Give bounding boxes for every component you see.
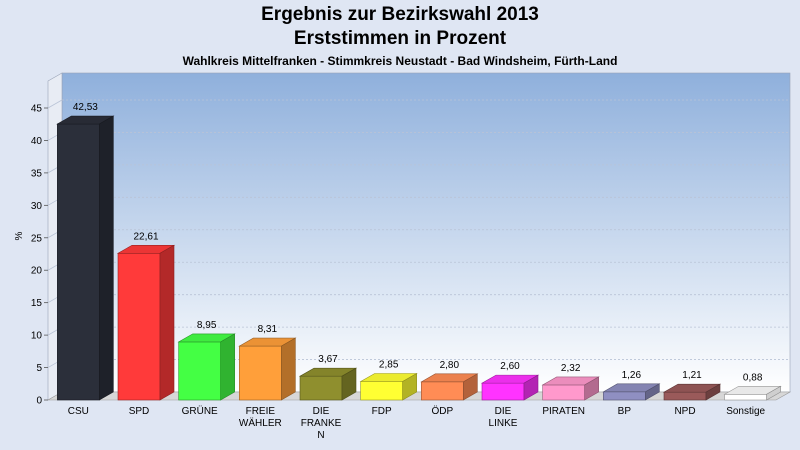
bar-side: [281, 337, 296, 401]
bar-front: [603, 391, 646, 401]
bar: [298, 367, 358, 401]
y-tick-label: 10: [31, 331, 43, 342]
y-tick-label: 5: [36, 363, 42, 374]
y-tick-label: 30: [31, 201, 43, 212]
x-tick-label: NPD: [674, 406, 695, 417]
bar: [723, 385, 782, 401]
bar-front: [178, 341, 221, 401]
x-tick-label: BP: [618, 406, 632, 417]
y-tick-label: 15: [31, 298, 43, 309]
bar-side: [463, 373, 478, 401]
x-tick-label: PIRATEN: [542, 406, 585, 417]
x-tick-label: FREIE: [246, 406, 276, 417]
bar-front: [360, 381, 403, 401]
bar-front: [724, 393, 767, 401]
x-tick-label: FDP: [372, 406, 392, 417]
bar-side: [523, 374, 539, 401]
chart-subtitle: Wahlkreis Mittelfranken - Stimmkreis Neu…: [182, 54, 618, 68]
data-label: 2,32: [561, 363, 581, 374]
x-tick-label: N: [317, 430, 324, 441]
bar: [480, 374, 540, 401]
bar-side: [402, 372, 417, 401]
data-label: 8,95: [197, 320, 217, 331]
bar: [420, 373, 479, 401]
chart-title: Ergebnis zur Bezirkswahl 2013: [261, 4, 539, 25]
bar-front: [421, 381, 464, 401]
bar: [56, 115, 115, 401]
bar: [177, 333, 236, 401]
bar: [359, 372, 418, 401]
bar-side: [99, 115, 114, 401]
bar-side: [341, 367, 357, 401]
y-axis-label: %: [14, 231, 25, 240]
bar-front: [299, 375, 343, 401]
bar-side: [159, 244, 175, 401]
bar: [541, 376, 600, 401]
y-tick-label: 0: [36, 396, 42, 407]
chart-title-line2: Erststimmen in Prozent: [293, 28, 507, 49]
x-tick-label: DIE: [313, 406, 330, 417]
data-label: 1,21: [682, 370, 702, 381]
x-tick-label: ÖDP: [431, 405, 453, 417]
x-tick-label: DIE: [495, 406, 512, 417]
bar-side: [220, 333, 235, 401]
bar-side: [705, 383, 721, 401]
data-label: 8,31: [258, 324, 278, 335]
y-tick-label: 25: [31, 233, 43, 244]
x-tick-label: CSU: [68, 406, 89, 417]
data-label: 2,60: [500, 361, 520, 372]
data-label: 42,53: [73, 102, 98, 113]
x-tick-label: LINKE: [489, 418, 518, 429]
bar-front: [542, 384, 585, 401]
bar: [116, 244, 176, 401]
bar: [602, 383, 661, 401]
y-tick-label: 20: [31, 266, 43, 277]
data-label: 2,85: [379, 360, 399, 371]
bar-front: [663, 391, 707, 401]
data-label: 1,26: [622, 370, 642, 381]
bar-front: [117, 252, 161, 401]
bar-side: [645, 383, 660, 401]
grid-line-side: [47, 99, 63, 109]
data-label: 22,61: [133, 231, 158, 242]
data-label: 3,67: [318, 354, 338, 365]
bar: [238, 337, 297, 401]
bar-front: [57, 123, 100, 401]
bar: [662, 383, 722, 401]
bar-front: [481, 382, 525, 401]
x-tick-label: WÄHLER: [239, 417, 282, 429]
bar-front: [239, 345, 282, 401]
data-label: 2,80: [440, 360, 460, 371]
y-tick-label: 45: [31, 104, 43, 115]
x-tick-label: FRANKE: [301, 418, 342, 429]
x-tick-label: GRÜNE: [182, 405, 218, 417]
x-tick-label: Sonstige: [726, 406, 765, 417]
y-tick-label: 40: [31, 136, 43, 147]
bar-side: [584, 376, 599, 401]
y-tick-label: 35: [31, 168, 43, 179]
plot-back-wall: [61, 72, 791, 393]
x-tick-label: SPD: [129, 406, 150, 417]
data-label: 0,88: [743, 372, 763, 383]
bar-side: [766, 385, 781, 401]
